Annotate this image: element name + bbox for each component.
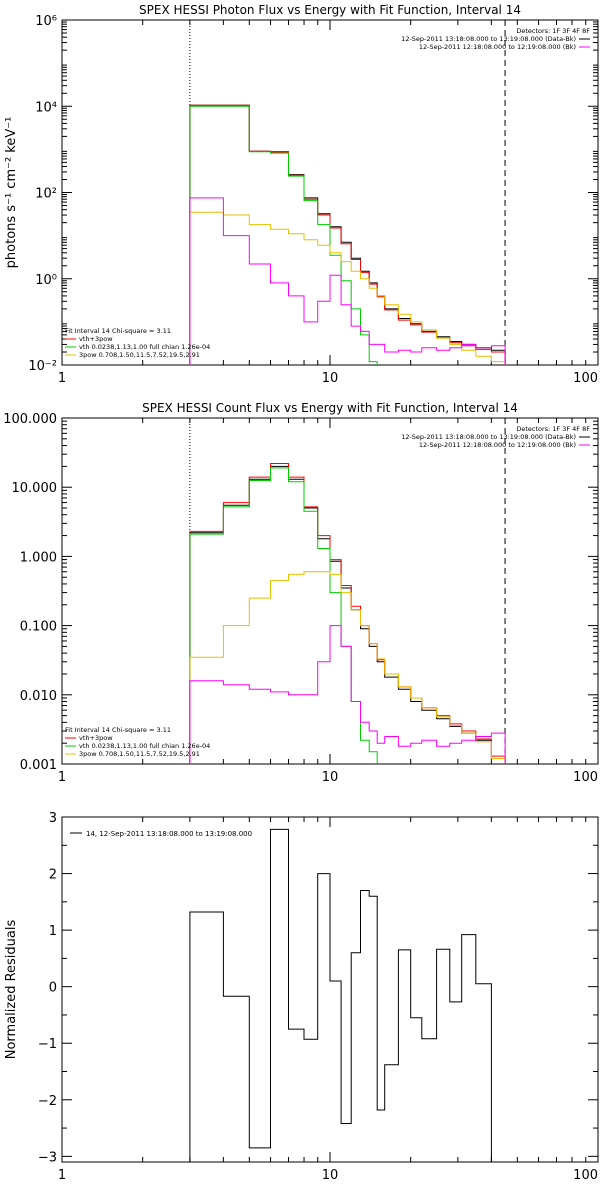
series-1-step-line	[189, 463, 506, 764]
y-tick-label: 1	[49, 924, 57, 939]
series-1-step-line	[189, 104, 506, 365]
x-tick-label: 10	[322, 1168, 339, 1183]
y-tick-label: 0.010	[20, 689, 57, 704]
x-tick-label: 10	[322, 770, 339, 785]
series-3-step-line	[189, 211, 506, 365]
series-2-step-line	[189, 105, 378, 365]
legend-entry-label: 12-Sep-2011 13:18:08.000 to 13:19:08.000…	[401, 35, 576, 43]
y-tick-label: 1.000	[20, 550, 57, 565]
y-tick-label: 100.000	[3, 412, 57, 427]
y-tick-label: 10⁴	[35, 100, 57, 115]
axes-frame	[61, 19, 599, 366]
y-tick-label: 10⁶	[35, 14, 57, 29]
y-tick-label: 3	[49, 811, 57, 826]
series-group	[189, 104, 506, 365]
fit-legend-label: vth 0.0238,1.13,1.00 full chian 1.26e-04	[79, 742, 210, 750]
chart-panel-1: SPEX HESSI Photon Flux vs Energy with Fi…	[4, 3, 599, 386]
chart-panel-3: 1 10 100 −3 −2 −1 0 1 2 3 Normalized Residuals 14, …	[4, 811, 599, 1183]
y-tick-label: 10⁰	[35, 273, 57, 288]
series-3-step-line	[189, 571, 506, 764]
y-tick-label: 0.100	[20, 620, 57, 635]
series-group	[189, 463, 506, 764]
y-tick-label: 10⁻²	[28, 359, 57, 374]
fit-legend-label: 3pow 0.708,1.50,11.5,7.52,19.5,2.91	[79, 750, 200, 758]
legend-detectors: Detectors: 1F 3F 4F 8F	[516, 425, 590, 433]
axes-frame	[61, 816, 599, 1163]
x-tick-label: 100	[573, 1168, 598, 1183]
chart-title: SPEX HESSI Photon Flux vs Energy with Fi…	[139, 3, 521, 17]
legend-detectors: Detectors: 1F 3F 4F 8F	[516, 27, 590, 35]
y-tick-label: 10.000	[12, 481, 58, 496]
series-4-step-line	[189, 197, 506, 365]
fit-legend-label: vth+3pow	[79, 734, 113, 742]
fit-legend-label: vth+3pow	[79, 335, 113, 343]
y-tick-label: 0.001	[20, 758, 57, 773]
y-axis-label: photons s⁻¹ cm⁻² keV⁻¹	[4, 117, 19, 269]
y-tick-label: 0	[49, 981, 57, 996]
legend-entry-label: 12-Sep-2011 12:18:08.000 to 12:19:08.000…	[419, 441, 576, 449]
x-tick-label: 1	[58, 371, 66, 386]
legend-entry-label: 14, 12-Sep-2011 13:18:08.000 to 13:19:08…	[86, 830, 252, 838]
legend-entry-label: 12-Sep-2011 12:18:08.000 to 12:19:08.000…	[419, 43, 576, 51]
y-tick-label: −2	[38, 1094, 57, 1109]
chart-panel-2: SPEX HESSI Count Flux vs Energy with Fit…	[3, 401, 599, 785]
y-tick-label: 2	[49, 868, 57, 883]
fit-legend-title: Fit Interval 14 Chi-square = 3.11	[65, 726, 171, 734]
series-2-step-line	[189, 467, 378, 764]
x-tick-label: 100	[573, 371, 598, 386]
x-tick-label: 1	[58, 1168, 66, 1183]
y-tick-label: 10²	[35, 187, 57, 202]
series-0-step-line	[189, 828, 492, 1162]
fit-legend-title: Fit Interval 14 Chi-square = 3.11	[65, 327, 171, 335]
x-tick-label: 1	[58, 770, 66, 785]
x-tick-label: 10	[322, 371, 339, 386]
y-tick-label: −3	[38, 1150, 57, 1165]
chart-title: SPEX HESSI Count Flux vs Energy with Fit…	[142, 401, 518, 415]
series-0-step-line	[189, 104, 506, 365]
y-axis-label: Normalized Residuals	[4, 920, 19, 1060]
fit-legend-label: vth 0.0238,1.13,1.00 full chian 1.26e-04	[79, 343, 210, 351]
y-tick-label: −1	[38, 1037, 57, 1052]
series-4-step-line	[189, 625, 506, 764]
series-group	[189, 828, 492, 1162]
x-tick-label: 100	[573, 770, 598, 785]
legend-entry-label: 12-Sep-2011 13:18:08.000 to 13:19:08.000…	[401, 433, 576, 441]
fit-legend-label: 3pow 0.708,1.50,11.5,7.52,19.5,2.91	[79, 351, 200, 359]
